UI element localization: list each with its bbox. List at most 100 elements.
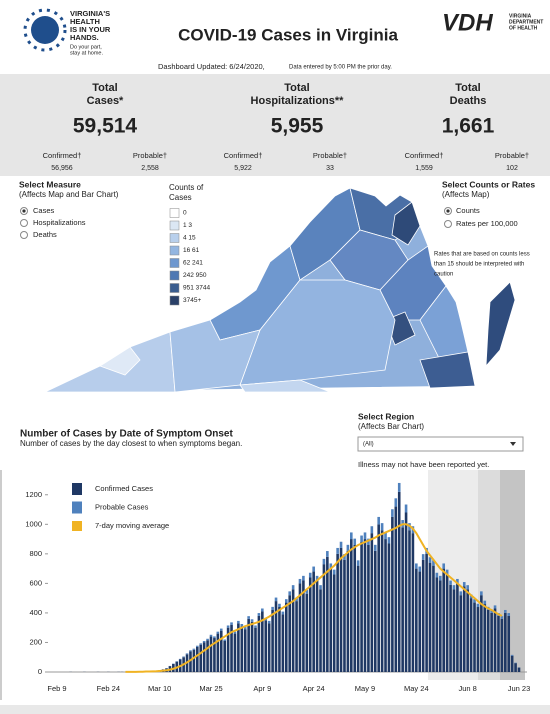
bar xyxy=(219,630,223,672)
logo-text: VIRGINIA'S xyxy=(70,9,110,18)
bar xyxy=(250,619,254,622)
map[interactable] xyxy=(44,187,516,393)
bar xyxy=(240,624,244,627)
rates-options[interactable]: Counts Rates per 100,000 xyxy=(444,206,518,228)
bar xyxy=(415,563,418,569)
bar xyxy=(223,639,226,641)
radio-label[interactable]: Deaths xyxy=(33,230,57,239)
bar xyxy=(480,595,483,672)
bar xyxy=(350,532,353,540)
legend-swatch xyxy=(169,233,180,243)
agency-name: OF HEALTH xyxy=(509,25,538,31)
legend-swatch xyxy=(72,483,82,495)
bar xyxy=(332,574,336,672)
bar xyxy=(305,593,309,672)
bar xyxy=(216,631,220,634)
updated-note: Data entered by 5:00 PM the prior day. xyxy=(289,65,392,71)
summary-panel xyxy=(0,74,550,176)
stat-total: 59,514 xyxy=(73,115,138,138)
bar xyxy=(189,650,192,652)
region-title: Select Region xyxy=(358,411,414,421)
stat-sub-label: Confirmed† xyxy=(224,151,263,160)
bar xyxy=(233,631,237,634)
bar xyxy=(380,530,384,672)
bar xyxy=(206,640,209,672)
radio[interactable] xyxy=(444,220,452,228)
legend-label: 3745+ xyxy=(183,297,201,304)
x-tick-label: Feb 9 xyxy=(47,684,66,693)
rates-note: than 15 should be interpreted with xyxy=(434,262,524,268)
radio[interactable] xyxy=(20,231,28,239)
bar xyxy=(360,535,363,543)
bar xyxy=(302,575,305,581)
bar xyxy=(514,663,517,672)
dropdown[interactable] xyxy=(357,436,524,452)
logo: VIRGINIA'S HEALTH IS IN YOUR HANDS. Do y… xyxy=(23,8,111,56)
bar xyxy=(377,524,380,672)
bar xyxy=(449,580,452,585)
y-tick-label: 600 xyxy=(29,578,42,587)
bar xyxy=(206,638,209,641)
bar xyxy=(367,544,370,672)
legend-label: 242 950 xyxy=(183,272,207,279)
bar xyxy=(397,491,401,672)
eastern-shore[interactable] xyxy=(485,281,516,368)
radio[interactable] xyxy=(20,219,28,227)
bar xyxy=(408,530,411,672)
measure-title: Select Measure xyxy=(19,179,81,189)
radio-label[interactable]: Cases xyxy=(33,206,55,215)
bar xyxy=(370,533,374,672)
stat-label: Hospitalizations** xyxy=(251,95,345,107)
bar xyxy=(428,557,432,563)
region-dropdown[interactable]: (All) xyxy=(357,436,524,452)
bar xyxy=(391,509,394,517)
bar xyxy=(343,559,346,672)
updated: Dashboard Updated: 6/24/2020, xyxy=(158,62,265,71)
legend-label: Probable Cases xyxy=(95,502,149,511)
bar xyxy=(288,595,292,672)
y-tick-label: 800 xyxy=(29,549,42,558)
bar xyxy=(438,580,442,672)
bar xyxy=(363,539,367,672)
bar xyxy=(517,667,521,672)
bar xyxy=(445,569,449,575)
bar xyxy=(209,634,213,637)
dropdown-value[interactable]: (All) xyxy=(363,442,374,448)
bar xyxy=(209,636,213,672)
bar xyxy=(500,616,504,619)
legend-swatch xyxy=(72,501,82,514)
bar xyxy=(196,646,199,672)
agency-name: VIRGINIA xyxy=(509,13,532,19)
bar xyxy=(466,585,469,590)
bar xyxy=(353,544,357,672)
bar xyxy=(308,577,312,672)
bar xyxy=(247,618,250,672)
stat-total: 1,661 xyxy=(442,115,495,138)
bar xyxy=(237,620,240,624)
stat-sub-value: 5,922 xyxy=(234,165,252,172)
bar xyxy=(428,562,432,672)
logo-tag: Do your part, xyxy=(70,44,102,50)
bar xyxy=(247,616,250,619)
radio-label[interactable]: Counts xyxy=(456,206,480,215)
bar xyxy=(202,642,206,672)
moving-average-line xyxy=(125,523,503,673)
bar xyxy=(377,516,380,525)
bar xyxy=(504,609,507,613)
bar xyxy=(233,633,237,672)
bar xyxy=(284,599,288,603)
legend-swatch xyxy=(169,220,180,231)
stat-sub-label: Probable† xyxy=(495,151,529,160)
radio-label[interactable]: Rates per 100,000 xyxy=(456,219,518,228)
bar xyxy=(339,547,343,672)
bar xyxy=(507,615,511,672)
stat-label: Total xyxy=(284,82,309,94)
bar xyxy=(418,566,422,572)
bar xyxy=(356,560,360,566)
radio-label[interactable]: Hospitalizations xyxy=(33,218,86,227)
bar xyxy=(202,640,206,643)
summary: TotalCases*59,514Confirmed†56,956Probabl… xyxy=(43,82,529,172)
bar xyxy=(315,580,319,672)
measure-options[interactable]: Cases Hospitalizations Deaths xyxy=(20,206,86,239)
bar xyxy=(261,611,264,672)
